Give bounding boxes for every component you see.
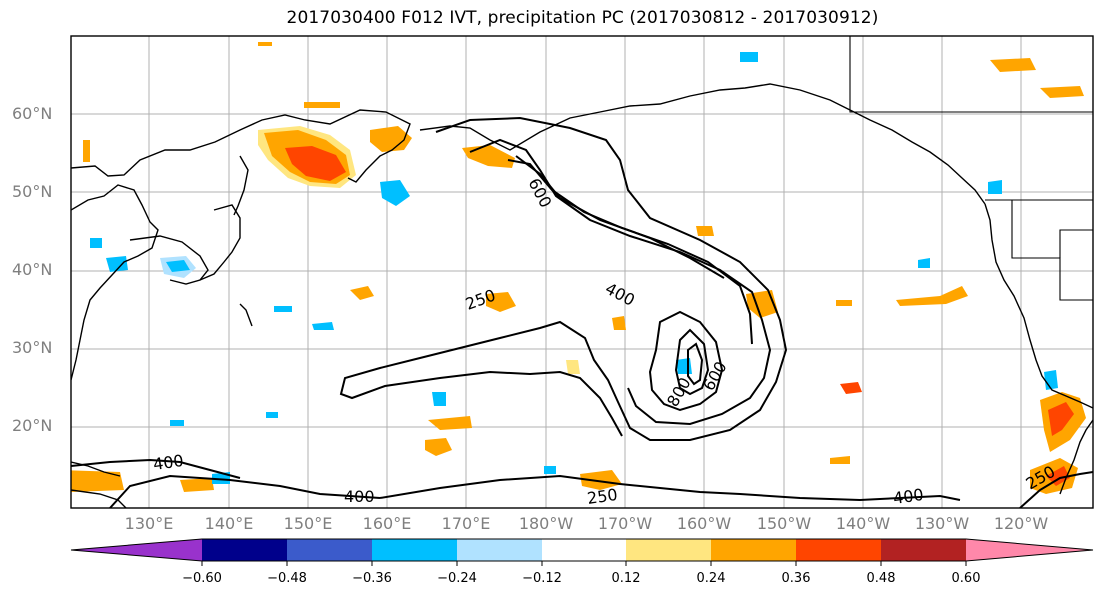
colorbar-tick-label: −0.60 [182, 571, 222, 586]
lon-label-130w: 130°W [914, 514, 970, 533]
gridlines [71, 36, 1093, 508]
map-background [71, 36, 1093, 508]
lat-label-60n: 60°N [12, 104, 53, 123]
colorbar-bin [202, 539, 287, 561]
colorbar-extend-max [966, 539, 1093, 561]
lon-label-140w: 140°W [835, 514, 891, 533]
lon-label-150e: 150°E [283, 514, 333, 533]
lon-label-160w: 160°W [676, 514, 732, 533]
coastlines [71, 83, 1093, 508]
colorbar-tick-label: −0.48 [267, 571, 307, 586]
colorbar-tick-label: 0.36 [781, 571, 811, 586]
colorbar-tick-label: 0.48 [866, 571, 896, 586]
lon-label-170e: 170°E [441, 514, 491, 533]
colorbar-tick-label: 0.12 [611, 571, 641, 586]
colorbar-bin [796, 539, 881, 561]
lon-label-140e: 140°E [204, 514, 254, 533]
colorbar-tick-label: 0.24 [696, 571, 726, 586]
map-title: 2017030400 F012 IVT, precipitation PC (2… [286, 8, 879, 28]
lon-label-130e: 130°E [124, 514, 174, 533]
colorbar-tick-label: 0.60 [951, 571, 981, 586]
contour-label-400-southeast: 400 [892, 485, 925, 508]
lat-label-30n: 30°N [12, 338, 53, 357]
lon-label-120w: 120°W [993, 514, 1049, 533]
lon-label-160e: 160°E [362, 514, 412, 533]
lon-label-150w: 150°W [756, 514, 812, 533]
lat-label-40n: 40°N [12, 260, 53, 279]
colorbar-bin [372, 539, 457, 561]
colorbar-bin [542, 539, 626, 561]
colorbar-tick-label: −0.24 [437, 571, 477, 586]
colorbar-tick-label: −0.36 [352, 571, 392, 586]
colorbar-extend-min [71, 539, 202, 561]
contour-label-400-southwest: 400 [152, 451, 185, 474]
lon-label-180w: 180°W [518, 514, 574, 533]
country-borders [849, 36, 1093, 301]
colorbar-bin [626, 539, 711, 561]
colorbar-bin [711, 539, 796, 561]
map-frame [70, 35, 1094, 509]
ivt-contours [71, 116, 1093, 508]
colorbar-bin [287, 539, 372, 561]
precip-negative-patches [90, 52, 1058, 484]
colorbar [70, 538, 1094, 566]
lat-label-20n: 20°N [12, 416, 53, 435]
lat-label-50n: 50°N [12, 182, 53, 201]
colorbar-bin [457, 539, 542, 561]
colorbar-bin [881, 539, 966, 561]
contour-label-400-south: 400 [344, 487, 375, 506]
lon-label-170w: 170°W [597, 514, 653, 533]
precip-positive-patches [71, 42, 1086, 494]
contour-label-250-south: 250 [586, 485, 619, 508]
colorbar-tick-label: −0.12 [522, 571, 562, 586]
